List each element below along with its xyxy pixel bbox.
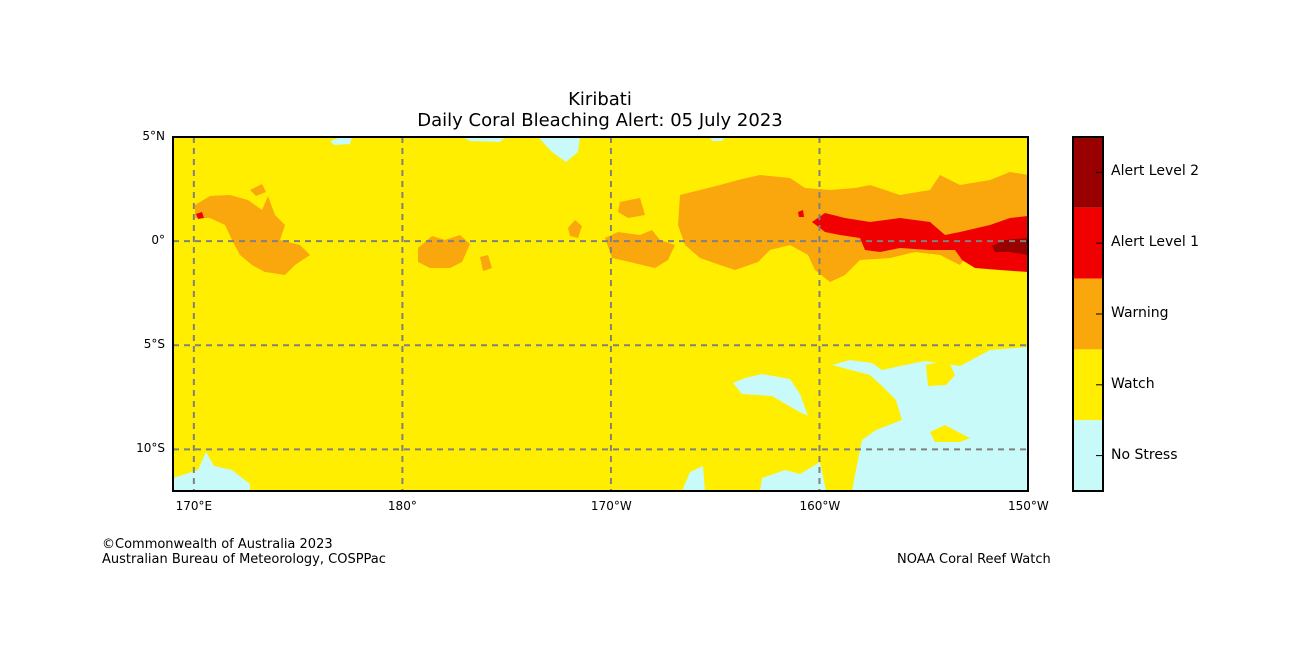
legend-no-stress: No Stress [1111,447,1178,463]
alert-level-2-region [992,238,1028,255]
x-tick-label: 160°W [799,499,841,513]
colorbar-frame [1072,136,1104,492]
copyright-text: ©Commonwealth of Australia 2023 [102,537,333,552]
x-tick-label: 180° [387,499,417,513]
warning-region [480,255,492,271]
y-tick-label: 0° [151,233,165,248]
chart-subtitle: Daily Coral Bleaching Alert: 05 July 202… [417,110,783,131]
alert-level-1-regions [196,210,1028,272]
alert-level-1-region [798,210,804,217]
x-tick-label: 150°W [1008,499,1049,513]
colorbar [1072,136,1104,492]
warning-region [568,220,582,238]
y-tick-label: 10°S [136,441,165,456]
warning-region [618,198,645,218]
warning-region [195,195,310,275]
legend-alert-level-1: Alert Level 1 [1111,234,1200,250]
alert-level-1-region [812,213,1028,272]
x-tick-label: 170°E [175,499,213,513]
no-stress-region [462,137,506,142]
x-tick-label: 170°W [590,499,632,513]
no-stress-region [538,137,580,162]
gridlines [173,137,1028,491]
bureau-text: Australian Bureau of Meteorology, COSPPa… [102,552,386,567]
legend-alert-level-2: Alert Level 2 [1111,163,1200,179]
no-stress-region [330,137,352,145]
watch-island [930,425,970,442]
chart-title: Kiribati [568,89,632,110]
alert-level-1-region [196,212,204,219]
no-stress-region [682,466,705,491]
map-frame [172,136,1029,492]
legend-watch: Watch [1111,376,1155,392]
no-stress-region [733,374,808,416]
no-stress-region [832,347,1028,491]
watch-islands [926,360,970,442]
watch-island [926,360,955,386]
warning-region [605,230,675,268]
no-stress-region [760,462,826,491]
warning-region [418,235,470,268]
alert-map [172,136,1029,492]
no-stress-regions [173,137,1028,491]
no-stress-region [173,452,250,491]
legend-warning: Warning [1111,305,1169,321]
y-tick-label: 5°S [143,337,165,352]
warning-region [250,184,266,196]
source-text: NOAA Coral Reef Watch [897,552,1051,567]
y-tick-label: 5°N [142,129,165,143]
